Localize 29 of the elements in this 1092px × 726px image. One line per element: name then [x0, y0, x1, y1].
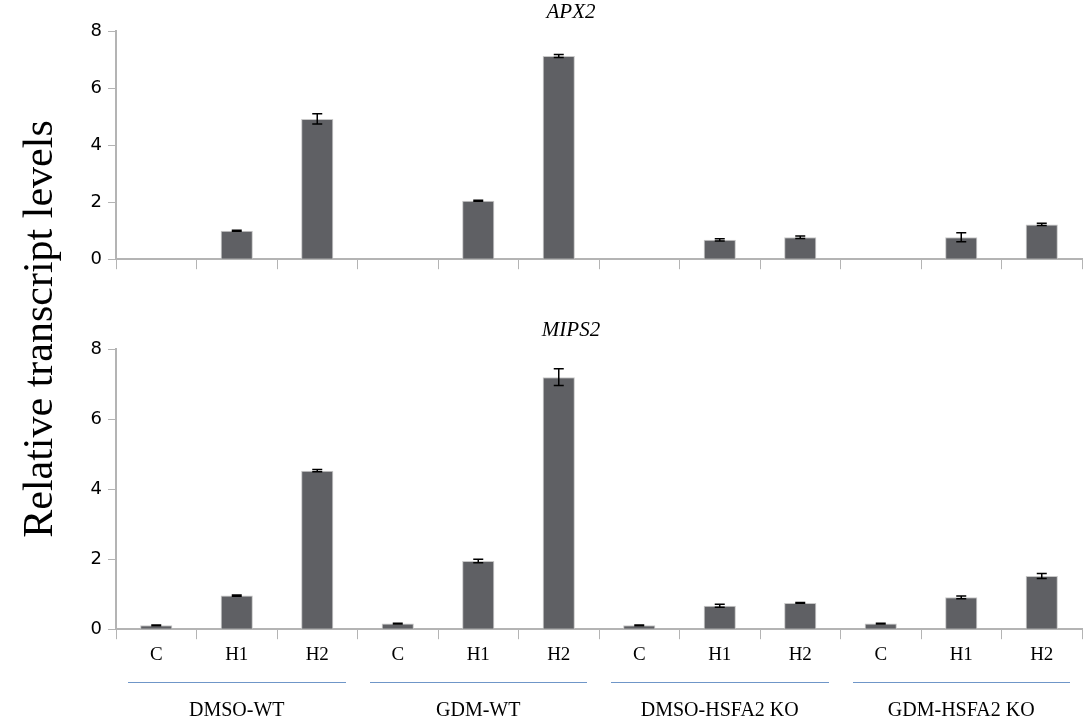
y-axis-title: Relative transcript levels — [14, 119, 62, 540]
x-tick-label: H1 — [225, 642, 249, 664]
text: DMSO-WT — [187, 698, 286, 721]
y-tick-label: 0 — [90, 616, 102, 638]
x-tick-label: H1 — [708, 642, 732, 664]
text: GDM-WT — [435, 698, 522, 721]
chart-title: APX2 — [544, 0, 596, 24]
x-tick-label: H2 — [305, 642, 329, 664]
y-tick-label: 6 — [90, 75, 102, 97]
x-tick-label: H1 — [949, 642, 973, 664]
y-tick-label: 2 — [90, 189, 102, 211]
y-tick-label: 4 — [90, 132, 102, 154]
x-tick-label: H2 — [1030, 642, 1054, 664]
y-tick-label: 4 — [90, 476, 102, 498]
y-tick-label: 8 — [90, 18, 102, 40]
x-tick-label: C — [391, 642, 405, 664]
text: DMSO-HSFA2 KO — [639, 698, 800, 721]
x-tick-label: C — [149, 642, 163, 664]
y-tick-label: 6 — [90, 406, 102, 428]
y-tick-label: 2 — [90, 546, 102, 568]
chart-title: MIPS2 — [540, 317, 601, 342]
x-tick-label: H1 — [466, 642, 490, 664]
x-tick-label: C — [874, 642, 888, 664]
x-tick-label: H2 — [547, 642, 571, 664]
x-tick-label: C — [632, 642, 646, 664]
text: GDM-HSFA2 KO — [886, 698, 1036, 721]
y-tick-label: 0 — [90, 246, 102, 268]
x-tick-label: H2 — [788, 642, 812, 664]
y-tick-label: 8 — [90, 336, 102, 358]
